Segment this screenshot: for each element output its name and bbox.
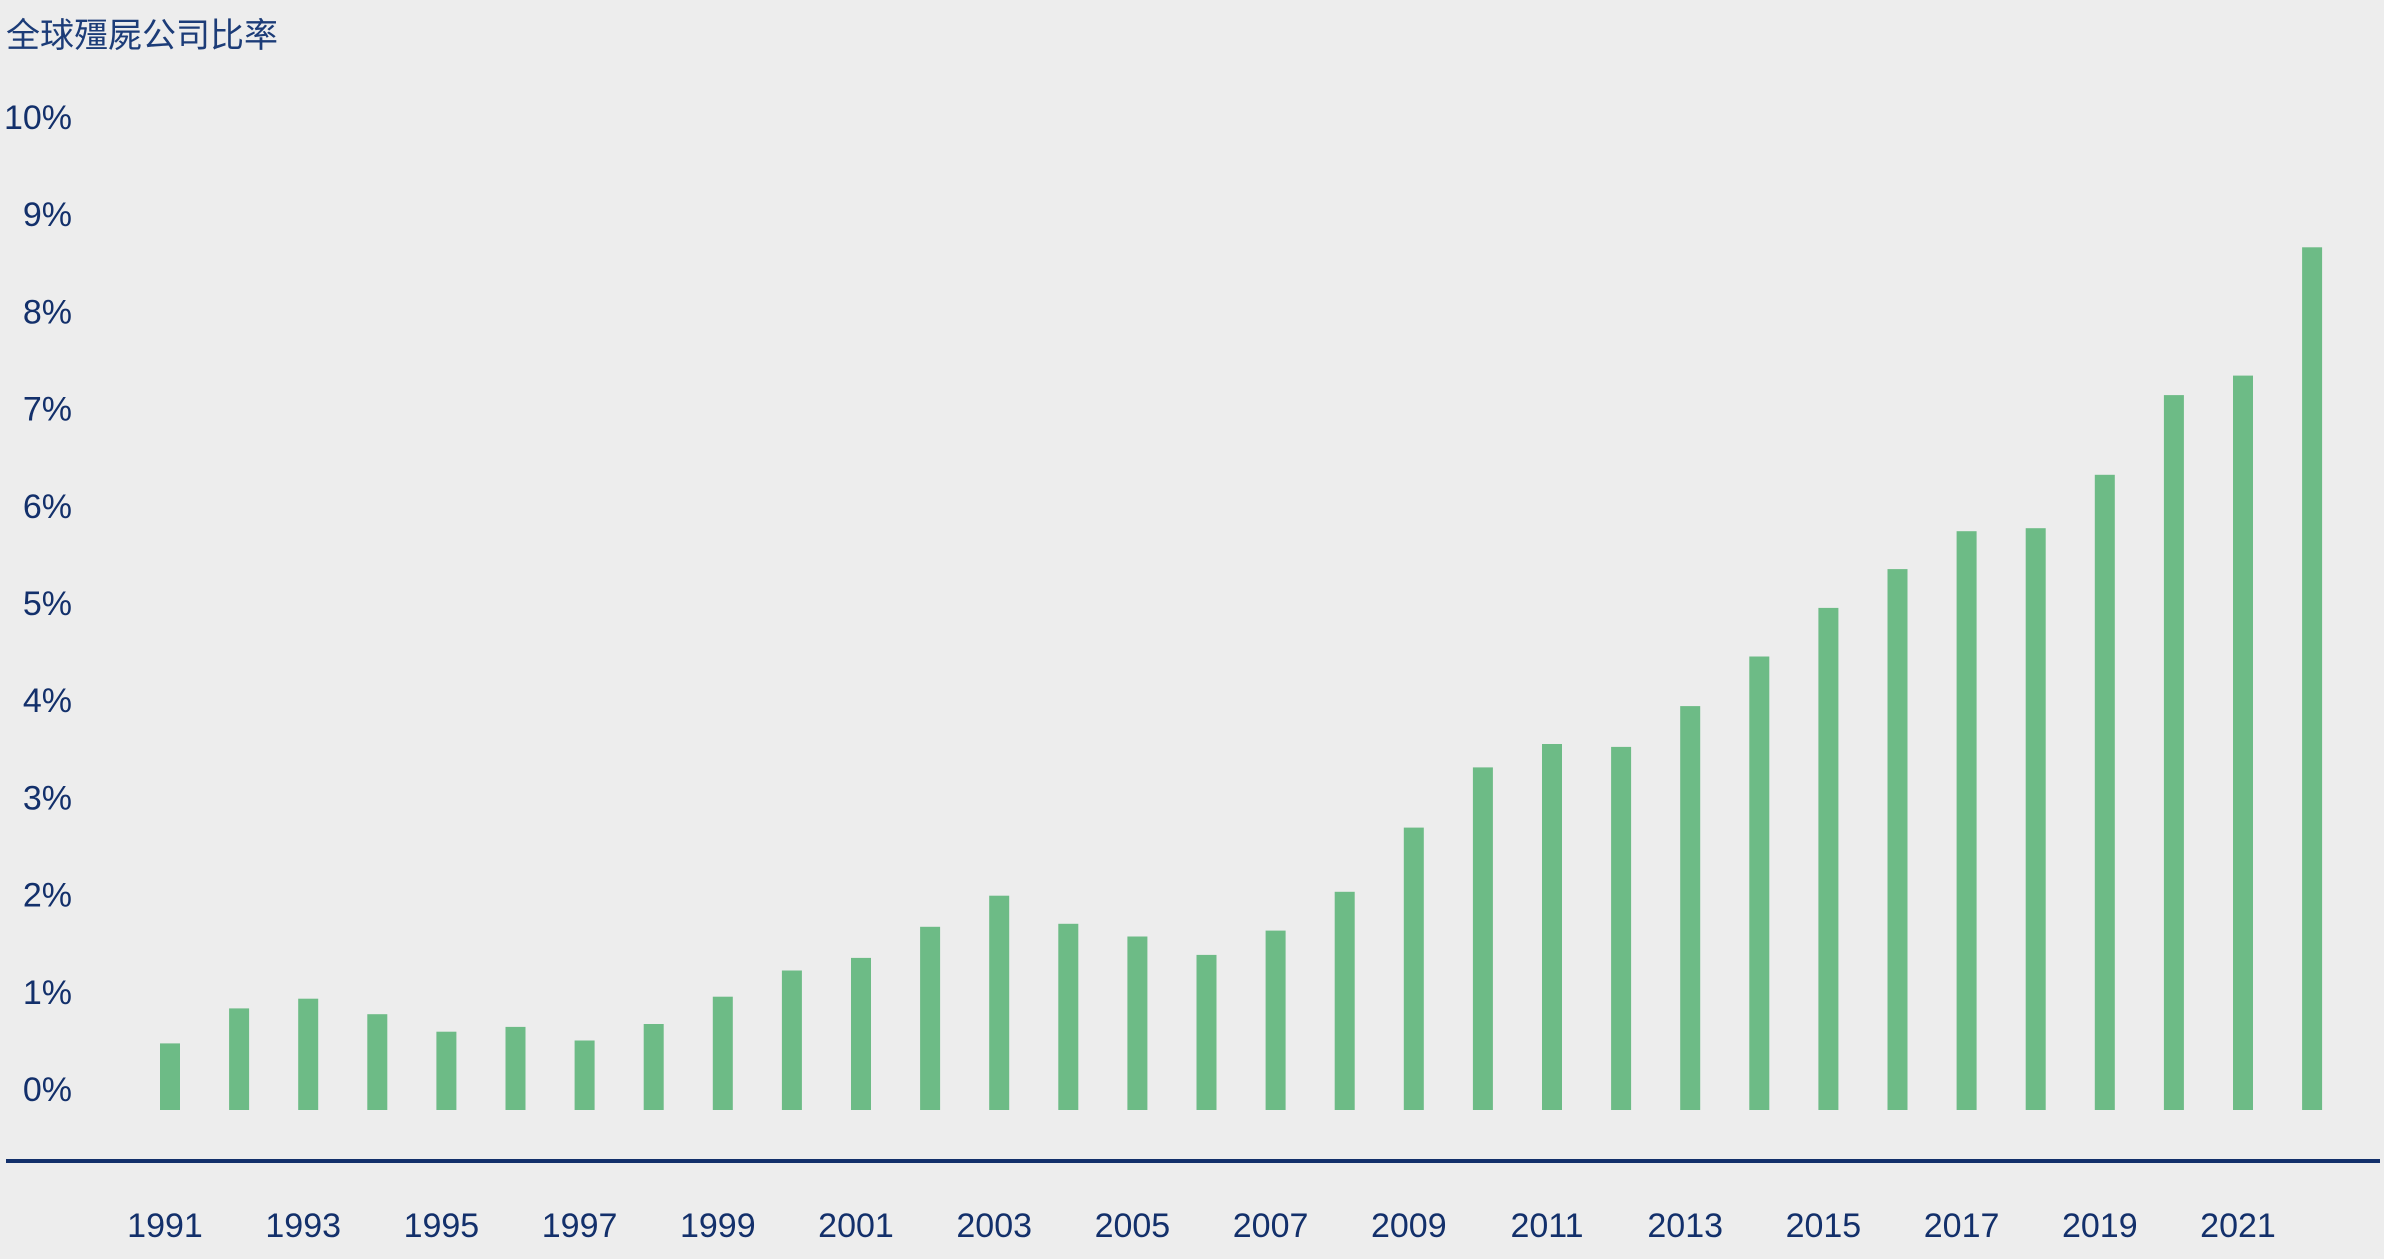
x-tick-label: 2011 <box>1510 1207 1583 1245</box>
bar-2012 <box>1611 746 1632 1110</box>
chart-title: 全球殭屍公司比率 <box>6 16 278 56</box>
bar-2021 <box>2233 375 2253 1111</box>
bar-1992 <box>229 1008 250 1110</box>
bar-2006 <box>1196 954 1217 1110</box>
bar-2005 <box>1127 936 1148 1110</box>
bar-2022 <box>2302 247 2323 1111</box>
bar-2011 <box>1542 744 1562 1110</box>
bar-1998 <box>643 1024 664 1110</box>
y-tick-label: 8% <box>23 293 72 331</box>
x-tick-label: 2019 <box>2062 1207 2138 1245</box>
bar-2008 <box>1334 891 1355 1110</box>
x-tick-label: 2017 <box>1924 1207 2000 1245</box>
bar-2020 <box>2163 395 2184 1111</box>
y-tick-label: 6% <box>23 488 72 526</box>
x-tick-label: 2001 <box>818 1207 894 1245</box>
x-tick-label: 2009 <box>1371 1207 1447 1245</box>
bar-2009 <box>1403 827 1424 1110</box>
x-axis-ticks: 1991 1993 1995 1997 1999 2001 2003 2005 2007 2009… <box>127 1207 2276 1245</box>
bar-2003 <box>989 895 1010 1110</box>
x-tick-label: 2005 <box>1095 1207 1171 1245</box>
bar-2000 <box>781 970 802 1110</box>
x-tick-label: 1999 <box>680 1207 756 1245</box>
y-tick-label: 3% <box>23 779 72 817</box>
bar-2007 <box>1265 930 1286 1110</box>
y-tick-label: 1% <box>23 974 72 1012</box>
bar-2014 <box>1749 656 1770 1110</box>
bar-2017 <box>1956 531 1977 1110</box>
y-tick-label: 10% <box>4 99 72 137</box>
bar-1995 <box>436 1031 457 1110</box>
bar-2015 <box>1818 607 1839 1110</box>
y-tick-label: 5% <box>23 585 72 623</box>
x-tick-label: 1991 <box>127 1207 203 1245</box>
bar-1993 <box>298 998 319 1110</box>
x-tick-label: 1995 <box>404 1207 480 1245</box>
bar-2013 <box>1680 706 1701 1110</box>
y-axis-ticks: 0% 1% 2% 3% 4% 5% 6% 7% 8% 9% 10% <box>4 99 72 1109</box>
bar-1996 <box>505 1026 526 1110</box>
x-tick-label: 1993 <box>265 1207 341 1245</box>
bar-1991 <box>160 1043 180 1110</box>
bar-2001 <box>851 957 871 1110</box>
y-tick-label: 4% <box>23 682 72 720</box>
bar-2019 <box>2094 474 2115 1110</box>
bar-1994 <box>367 1014 388 1110</box>
x-tick-label: 1997 <box>542 1207 618 1245</box>
bar-2010 <box>1472 767 1493 1110</box>
x-tick-label: 2003 <box>956 1207 1032 1245</box>
y-tick-label: 7% <box>23 391 72 429</box>
bars-group <box>160 247 2323 1111</box>
x-tick-label: 2015 <box>1786 1207 1862 1245</box>
bar-2018 <box>2025 528 2046 1110</box>
y-tick-label: 9% <box>23 196 72 234</box>
bar-1999 <box>712 996 733 1110</box>
bar-2002 <box>920 926 941 1110</box>
x-tick-label: 2021 <box>2200 1207 2276 1245</box>
bar-2016 <box>1887 569 1908 1110</box>
bar-1997 <box>574 1040 595 1110</box>
y-tick-label: 2% <box>23 877 72 915</box>
y-tick-label: 0% <box>23 1071 72 1109</box>
x-tick-label: 2013 <box>1647 1207 1723 1245</box>
x-tick-label: 2007 <box>1233 1207 1309 1245</box>
bar-2004 <box>1058 923 1079 1110</box>
